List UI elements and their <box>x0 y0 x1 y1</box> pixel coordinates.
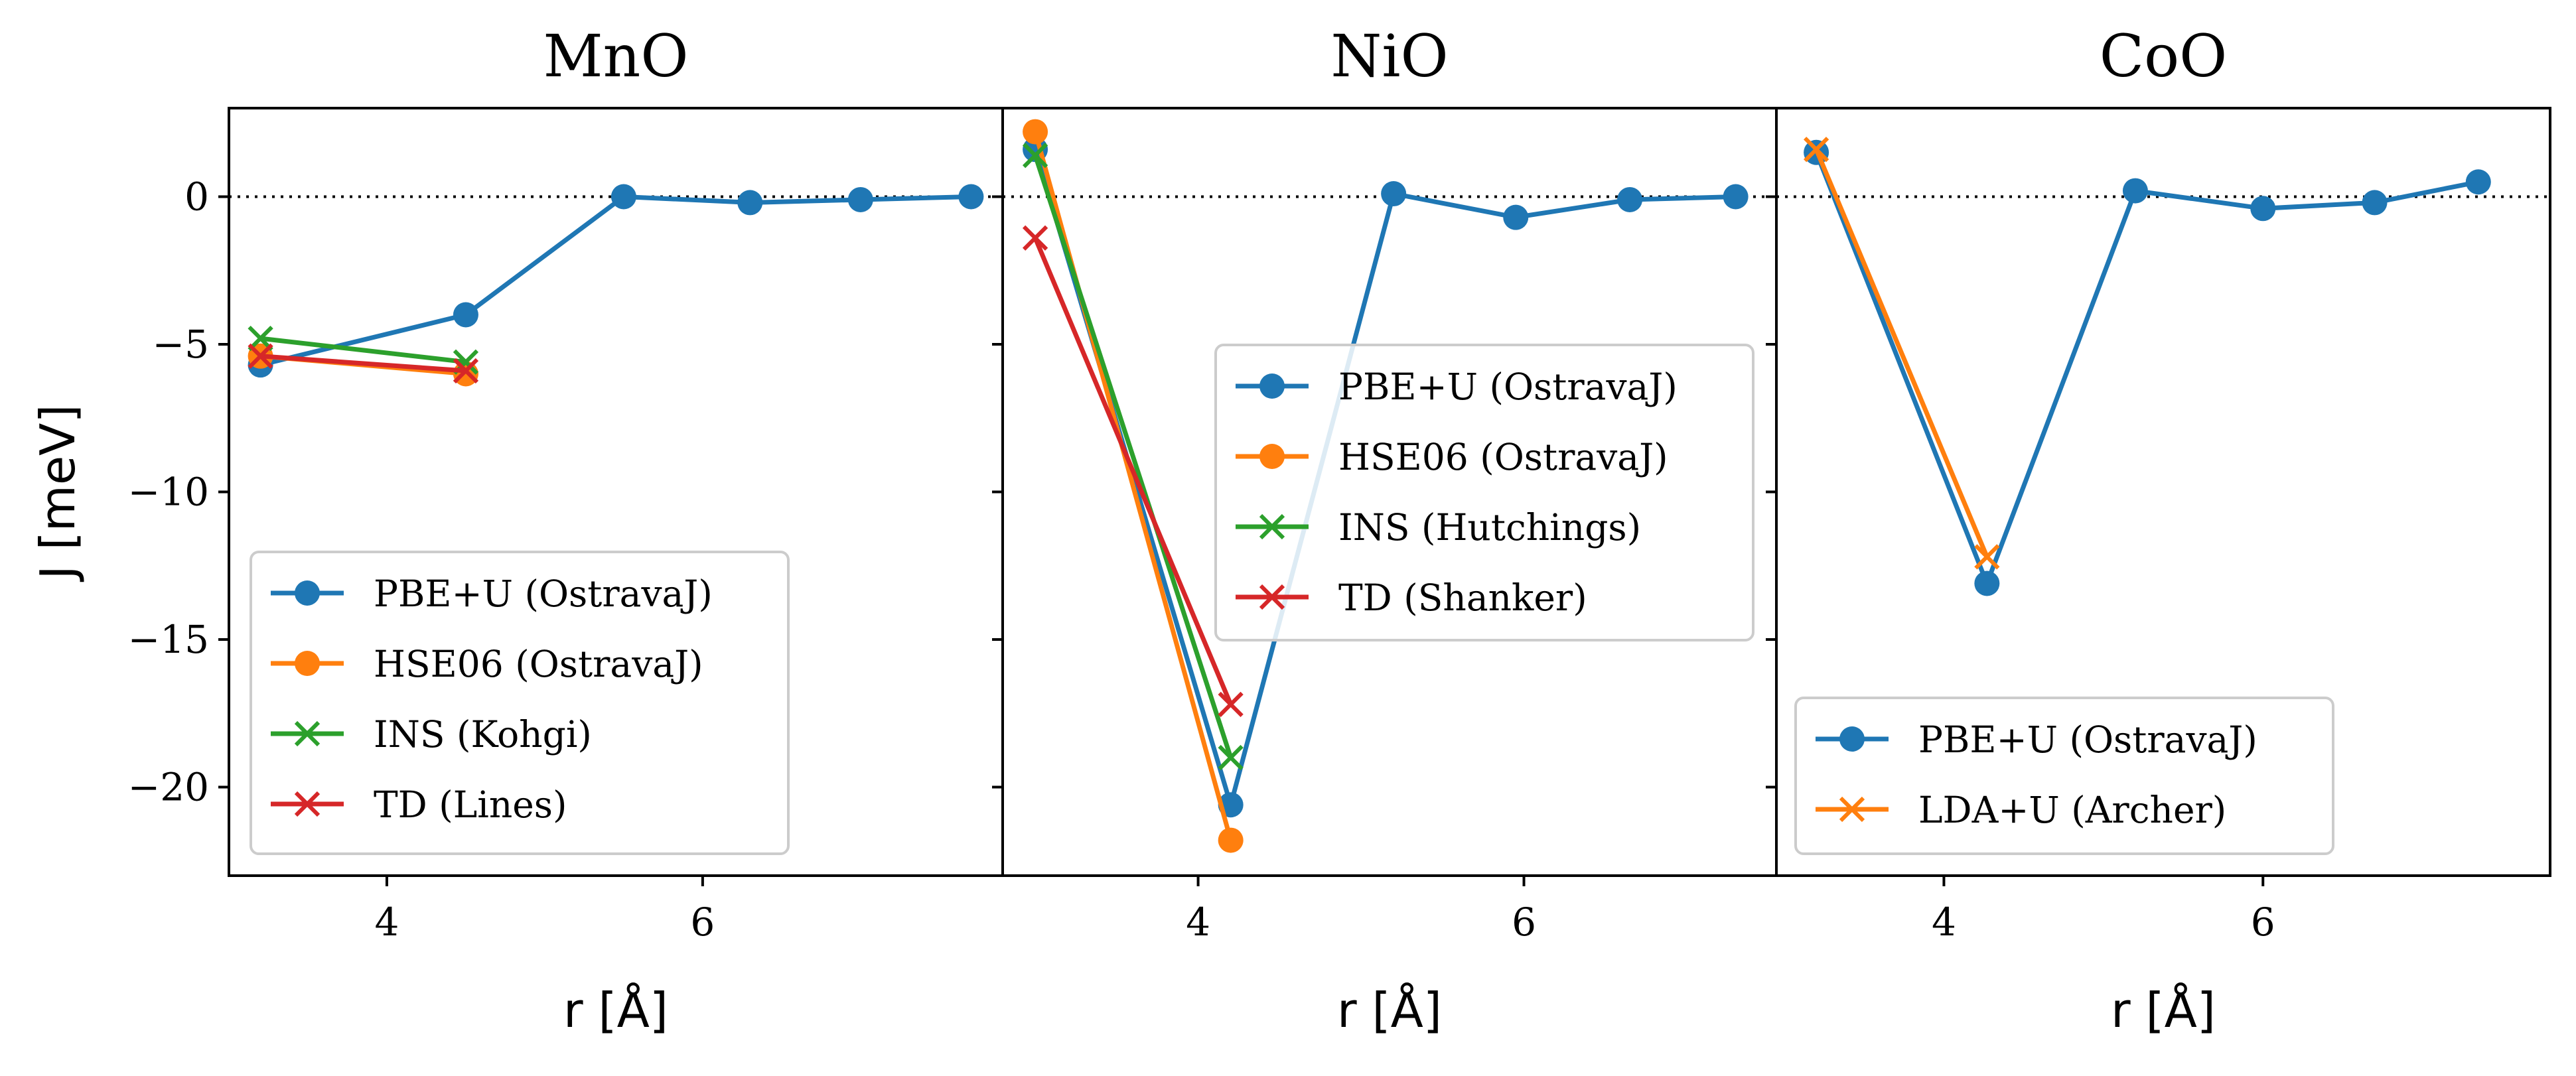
panel-title: CoO <box>2100 22 2227 90</box>
series-line <box>259 194 971 368</box>
legend-label: TD (Lines) <box>374 783 567 826</box>
series-line <box>1033 237 1233 706</box>
y-tick-label: 0 <box>184 174 209 220</box>
legend-entry: INS (Kohgi) <box>271 713 592 756</box>
data-point <box>610 184 636 210</box>
x-axis-label: r [Å] <box>563 982 668 1038</box>
panel-nio: NiO 4 6 r [Å] PBE+U (OstravaJ) HSE06 (Ostrava… <box>992 22 1778 1038</box>
x-axis-label: r [Å] <box>1337 982 1442 1038</box>
data-point <box>2250 196 2276 222</box>
legend-label: PBE+U (OstravaJ) <box>1918 718 2257 761</box>
series-line <box>1814 151 2479 586</box>
data-point <box>1974 544 2000 570</box>
legend-marker <box>294 791 321 817</box>
legend-label: INS (Kohgi) <box>374 713 592 756</box>
series-line <box>1033 131 1234 841</box>
legend-entry: HSE06 (OstravaJ) <box>271 643 703 685</box>
data-point <box>2122 178 2148 204</box>
x-tick-label: 6 <box>2251 900 2275 945</box>
legend-entry: LDA+U (Archer) <box>1816 789 2226 831</box>
legend-entry: INS (Hutchings) <box>1236 506 1641 549</box>
legend-entry: TD (Shanker) <box>1236 576 1587 619</box>
legend-marker <box>1259 584 1285 610</box>
x-tick-label: 4 <box>375 900 399 945</box>
data-point <box>1218 827 1244 853</box>
legend-label: INS (Hutchings) <box>1338 506 1641 549</box>
data-point <box>1218 691 1244 718</box>
series-3 <box>1022 225 1244 718</box>
series-0 <box>248 184 984 378</box>
data-point <box>1503 204 1529 230</box>
data-point <box>1974 571 2000 596</box>
series-2 <box>1022 143 1244 771</box>
legend-marker <box>1259 513 1285 540</box>
panel-title: NiO <box>1330 22 1448 90</box>
series-3 <box>248 343 479 384</box>
data-point <box>1023 119 1048 145</box>
y-tick-label: −20 <box>128 765 209 810</box>
y-tick-label: −15 <box>128 617 209 662</box>
data-point <box>1218 744 1244 771</box>
legend-entry: PBE+U (OstravaJ) <box>1236 366 1678 408</box>
legend-marker <box>295 651 320 676</box>
panel-mno: MnO 4 6 0 −5 −10 −15 −20 r [Å] J [meV] PBE+U (Ostr… <box>30 22 1004 1038</box>
data-point <box>1022 143 1048 168</box>
series-line <box>1814 148 1989 558</box>
series-line <box>1033 149 1736 807</box>
x-tick-label: 4 <box>1186 900 1210 945</box>
legend-label: LDA+U (Archer) <box>1918 789 2226 831</box>
data-point <box>2362 190 2388 216</box>
data-point <box>1803 137 1829 163</box>
x-tick-label: 6 <box>1512 900 1536 945</box>
legend-marker <box>1839 726 1865 752</box>
legend-label: TD (Shanker) <box>1338 576 1587 619</box>
panel-coo: CoO 4 6 r [Å] PBE+U (OstravaJ) LDA+U (Archer) <box>1766 22 2551 1038</box>
y-tick-label: −10 <box>128 470 209 515</box>
data-point <box>1022 225 1048 251</box>
data-point <box>958 184 984 210</box>
series-line <box>260 336 466 365</box>
legend-label: PBE+U (OstravaJ) <box>374 572 713 615</box>
legend-box <box>1214 344 1754 641</box>
legend: PBE+U (OstravaJ) HSE06 (OstravaJ) INS (Hut… <box>1214 344 1754 641</box>
legend-marker <box>295 580 320 606</box>
legend-box <box>1794 697 2334 855</box>
data-point <box>2465 169 2491 195</box>
legend-marker <box>294 720 321 747</box>
x-tick-label: 4 <box>1932 900 1956 945</box>
data-point <box>453 358 479 384</box>
data-point <box>737 190 763 216</box>
legend: PBE+U (OstravaJ) HSE06 (OstravaJ) INS (Koh… <box>250 551 790 855</box>
legend-box <box>250 551 790 855</box>
legend-label: HSE06 (OstravaJ) <box>1338 436 1668 478</box>
y-axis-label: J [meV] <box>30 405 86 582</box>
series-line <box>260 354 466 373</box>
data-point <box>847 186 873 212</box>
data-point <box>1617 186 1643 212</box>
legend-marker <box>1259 444 1285 469</box>
x-axis-label: r [Å] <box>2111 982 2216 1038</box>
legend-marker <box>1839 796 1865 823</box>
series-1 <box>1803 137 2000 570</box>
legend-label: HSE06 (OstravaJ) <box>374 643 703 685</box>
series-line <box>1033 155 1234 759</box>
panel-title: MnO <box>543 22 689 90</box>
y-tick-label: −5 <box>153 322 210 367</box>
data-point <box>453 302 478 328</box>
data-point <box>1723 184 1749 210</box>
legend-marker <box>1259 373 1285 399</box>
legend: PBE+U (OstravaJ) LDA+U (Archer) <box>1794 697 2334 855</box>
legend-label: PBE+U (OstravaJ) <box>1338 366 1678 408</box>
legend-entry: HSE06 (OstravaJ) <box>1236 436 1668 478</box>
x-tick-label: 6 <box>690 900 715 945</box>
data-point <box>248 343 273 369</box>
data-point <box>453 361 478 387</box>
series-0 <box>1023 137 1749 818</box>
legend-entry: PBE+U (OstravaJ) <box>1816 718 2257 761</box>
legend-entry: PBE+U (OstravaJ) <box>271 572 713 615</box>
data-point <box>1381 181 1407 207</box>
legend-entry: TD (Lines) <box>271 783 567 826</box>
